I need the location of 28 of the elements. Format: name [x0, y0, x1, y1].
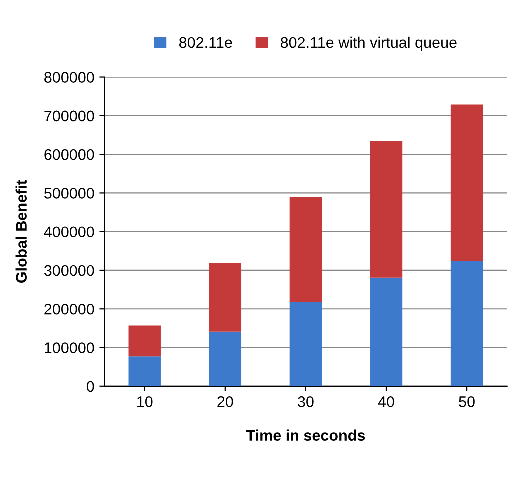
- x-axis-title: Time in seconds: [246, 430, 366, 442]
- bar: [209, 332, 242, 386]
- x-tick-label: 30: [298, 396, 314, 408]
- bar: [290, 197, 322, 302]
- y-tick-label: 600000: [44, 149, 94, 160]
- y-tick-label: 700000: [44, 110, 94, 122]
- bar: [209, 263, 242, 332]
- y-tick-label: 300000: [44, 265, 94, 276]
- y-tick-label: 100000: [45, 342, 94, 354]
- bar: [370, 278, 403, 386]
- y-axis-title: Global Benefit: [16, 180, 27, 283]
- legend-label: 802.11e: [180, 37, 232, 48]
- y-tick-label: 200000: [44, 304, 94, 315]
- y-tick-label: 400000: [44, 226, 94, 238]
- y-tick-label: 0: [86, 381, 94, 392]
- x-tick-label: 40: [378, 396, 394, 408]
- bar: [128, 356, 161, 386]
- x-tick-label: 10: [138, 396, 153, 408]
- bar: [290, 302, 322, 386]
- y-tick-label: 500000: [44, 188, 94, 199]
- legend-label: 802.11e with virtual queue: [280, 36, 457, 52]
- bar: [128, 326, 161, 357]
- bar: [450, 261, 484, 386]
- y-tick-label: 800000: [44, 72, 94, 83]
- bar: [450, 104, 484, 262]
- bar: [370, 141, 403, 278]
- x-tick-label: 50: [459, 396, 475, 408]
- x-tick-label: 20: [218, 396, 234, 408]
